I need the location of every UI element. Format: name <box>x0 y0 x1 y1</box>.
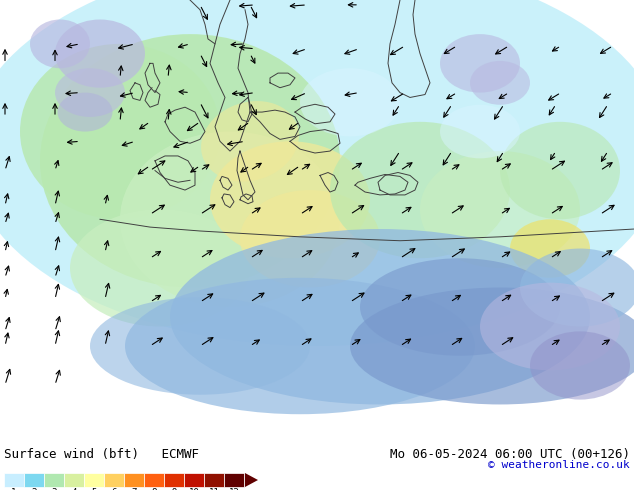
Text: © weatheronline.co.uk: © weatheronline.co.uk <box>488 460 630 470</box>
Ellipse shape <box>40 34 340 288</box>
Ellipse shape <box>55 20 145 88</box>
Text: 1: 1 <box>11 488 16 490</box>
Ellipse shape <box>500 122 620 220</box>
Text: Surface wind (bft)   ECMWF: Surface wind (bft) ECMWF <box>4 448 199 461</box>
Ellipse shape <box>0 0 634 346</box>
Bar <box>24 473 44 487</box>
Ellipse shape <box>170 229 590 404</box>
Text: 2: 2 <box>31 488 37 490</box>
Ellipse shape <box>440 105 520 158</box>
Ellipse shape <box>300 68 400 136</box>
Text: 10: 10 <box>189 488 199 490</box>
Bar <box>84 473 104 487</box>
Bar <box>144 473 164 487</box>
Ellipse shape <box>360 258 560 356</box>
Ellipse shape <box>90 297 310 395</box>
Ellipse shape <box>201 101 299 182</box>
Ellipse shape <box>510 220 590 278</box>
Ellipse shape <box>440 34 520 93</box>
Bar <box>4 473 24 487</box>
Bar <box>204 473 224 487</box>
Ellipse shape <box>470 61 530 105</box>
Ellipse shape <box>350 288 634 404</box>
Text: 5: 5 <box>91 488 97 490</box>
Bar <box>164 473 184 487</box>
Text: 3: 3 <box>51 488 56 490</box>
Ellipse shape <box>20 44 220 220</box>
Ellipse shape <box>240 190 380 288</box>
Text: 8: 8 <box>152 488 157 490</box>
Ellipse shape <box>330 122 510 258</box>
Text: 12: 12 <box>229 488 240 490</box>
Ellipse shape <box>120 132 340 307</box>
Text: Mo 06-05-2024 06:00 UTC (00+126): Mo 06-05-2024 06:00 UTC (00+126) <box>390 448 630 461</box>
Text: 4: 4 <box>71 488 77 490</box>
Ellipse shape <box>70 210 250 326</box>
Ellipse shape <box>55 68 125 117</box>
Bar <box>44 473 64 487</box>
Ellipse shape <box>520 248 634 326</box>
Ellipse shape <box>420 151 580 268</box>
Bar <box>104 473 124 487</box>
Ellipse shape <box>30 20 90 68</box>
Bar <box>124 473 144 487</box>
Text: 7: 7 <box>131 488 137 490</box>
Text: 6: 6 <box>112 488 117 490</box>
Ellipse shape <box>480 283 620 370</box>
Text: 11: 11 <box>209 488 219 490</box>
Ellipse shape <box>530 331 630 399</box>
Bar <box>184 473 204 487</box>
Ellipse shape <box>125 278 475 414</box>
Text: 9: 9 <box>171 488 177 490</box>
Bar <box>224 473 244 487</box>
Ellipse shape <box>210 141 370 258</box>
Bar <box>64 473 84 487</box>
Polygon shape <box>245 473 258 487</box>
Ellipse shape <box>58 93 112 132</box>
